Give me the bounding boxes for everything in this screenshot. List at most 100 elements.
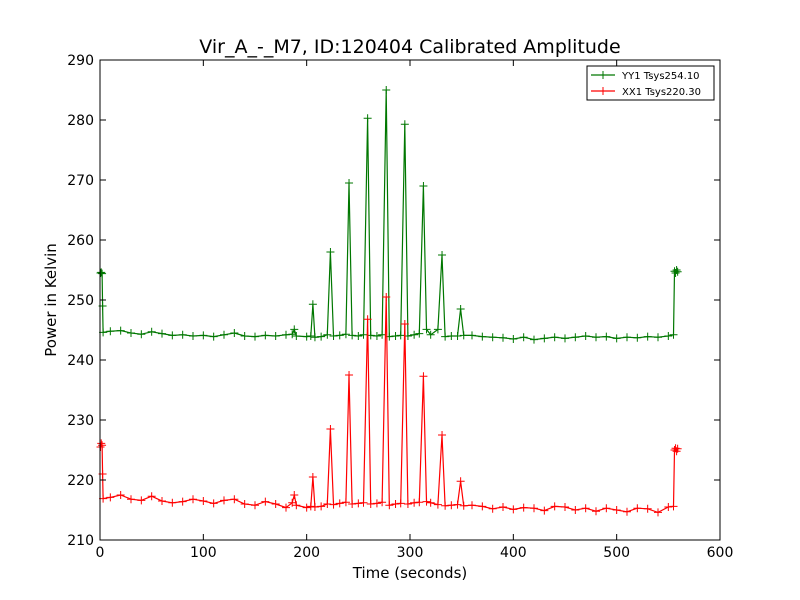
data-point [127,329,135,337]
data-point [441,501,450,510]
legend-label: YY1 Tsys254.10 [621,71,700,82]
data-point [317,502,326,511]
data-point [209,332,218,341]
data-point [345,179,354,187]
legend-box [586,65,715,101]
plot-area [96,86,682,517]
data-point [499,333,507,342]
data-point [209,499,218,508]
data-point [240,500,249,508]
data-point [302,503,311,512]
data-point [447,501,456,510]
data-point [290,325,299,334]
data-point [230,495,239,504]
data-point [354,332,363,340]
data-point [363,315,372,324]
data-point [158,329,166,338]
data-point [530,504,538,513]
data-point [592,507,600,516]
data-point [561,503,569,511]
y-tick-label: 270 [67,173,94,189]
data-point [468,501,476,510]
y-tick-label: 290 [67,53,94,69]
data-point [199,331,208,340]
data-point [106,327,115,336]
data-point [147,327,156,336]
data-point [459,331,468,340]
data-point [382,86,391,94]
data-point [354,499,363,508]
data-point [581,504,590,513]
data-point [509,505,518,514]
data-point [499,503,507,511]
data-point [422,497,431,506]
data-point [302,332,311,341]
data-point [456,305,465,313]
data-point [310,503,319,511]
data-point [292,332,301,340]
y-tick-label: 210 [67,533,94,549]
data-point [669,330,678,339]
legend-marker [599,87,607,95]
data-point [96,443,105,451]
data-point [363,114,372,123]
legend: YY1 Tsys254.10 XX1 Tsys220.30 [586,65,715,101]
y-tick-label: 250 [67,293,94,309]
data-point [643,504,652,513]
data-point [116,491,125,499]
data-point [391,332,400,340]
data-point [422,325,431,334]
data-point [643,332,652,341]
data-point [329,332,338,340]
data-point [147,492,156,501]
data-point [189,332,197,340]
data-point [488,504,497,513]
data-point [288,498,297,507]
data-point [400,320,409,328]
data-point [348,500,357,508]
data-point [251,332,259,341]
data-point [372,332,381,340]
data-point [438,251,447,259]
data-point [306,502,315,511]
data-point [612,334,621,343]
data-point [97,268,106,277]
data-point [292,501,301,510]
data-point [433,325,442,334]
data-point [672,266,681,274]
data-point [382,293,391,301]
data-point [415,498,424,507]
data-point [468,331,476,340]
data-point [158,497,166,505]
data-point [326,248,335,256]
data-point [509,335,518,343]
data-point [220,496,228,505]
data-point [240,332,249,340]
data-point [478,502,487,511]
data-point [137,496,146,505]
legend-label: XX1 Tsys220.30 [622,87,701,98]
data-point [426,498,435,507]
data-point [348,331,357,340]
legend-marker [599,71,607,79]
data-point [602,332,611,341]
x-axis-label: Time (seconds) [352,564,468,582]
data-point [385,501,394,510]
data-point [540,506,549,515]
data-point [127,495,135,504]
data-point [530,335,538,344]
x-tick-label: 600 [707,545,734,561]
data-point [612,506,621,514]
data-point [288,330,297,339]
x-tick-label: 0 [96,545,105,561]
x-tick-label: 500 [603,545,630,561]
data-point [654,508,662,517]
data-point [459,501,468,510]
series-1 [96,86,682,344]
data-point [116,326,125,335]
data-point [391,500,400,508]
data-point [453,500,462,509]
data-point [633,333,642,342]
y-tick-label: 240 [67,353,94,369]
data-point [438,431,447,439]
